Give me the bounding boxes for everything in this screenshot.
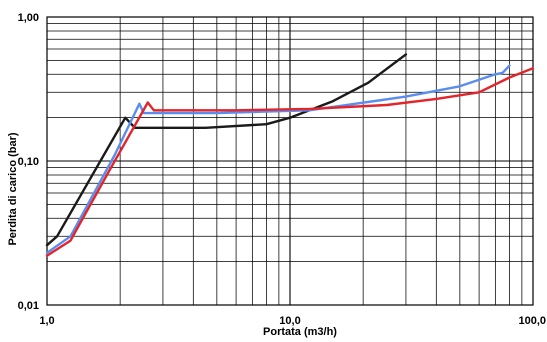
series-line-2 bbox=[45, 64, 511, 255]
plot-frame bbox=[46, 16, 534, 306]
grid bbox=[47, 17, 533, 305]
series-group bbox=[45, 53, 535, 257]
y-tick-label: 0,01 bbox=[18, 300, 39, 312]
tick-labels: 1,0 10,0 100,0 1,00 0,10 0,01 bbox=[18, 12, 546, 327]
y-axis-label: Perdita di carico (bar) bbox=[7, 132, 19, 245]
y-tick-label: 1,00 bbox=[18, 12, 39, 24]
x-tick-label: 100,0 bbox=[518, 315, 546, 327]
y-tick-label: 0,10 bbox=[18, 156, 39, 168]
x-tick-label: 10,0 bbox=[279, 315, 300, 327]
x-axis-label: Portata (m3/h) bbox=[263, 326, 337, 338]
series-line-1 bbox=[45, 53, 408, 247]
x-tick-label: 1,0 bbox=[39, 315, 54, 327]
series-line-3 bbox=[45, 67, 535, 257]
